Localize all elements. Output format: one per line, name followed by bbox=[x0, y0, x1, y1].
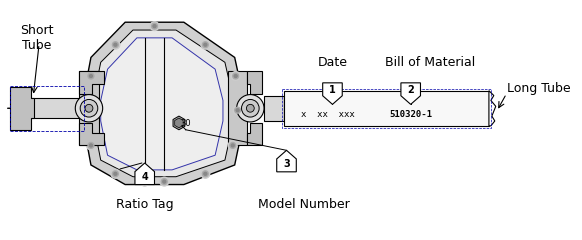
Polygon shape bbox=[247, 123, 262, 145]
Polygon shape bbox=[175, 118, 183, 128]
Circle shape bbox=[90, 75, 93, 78]
Circle shape bbox=[235, 107, 240, 113]
Bar bbox=[282, 89, 491, 128]
Circle shape bbox=[237, 95, 264, 122]
Polygon shape bbox=[79, 71, 99, 145]
Circle shape bbox=[236, 109, 239, 112]
Polygon shape bbox=[79, 71, 104, 94]
Circle shape bbox=[233, 73, 239, 79]
Circle shape bbox=[246, 104, 254, 112]
Circle shape bbox=[85, 107, 91, 113]
Text: Model Number: Model Number bbox=[258, 198, 350, 211]
Circle shape bbox=[111, 40, 120, 49]
Circle shape bbox=[231, 144, 234, 147]
Circle shape bbox=[143, 180, 146, 183]
Text: Long Tube: Long Tube bbox=[506, 82, 570, 95]
Polygon shape bbox=[10, 87, 34, 130]
Circle shape bbox=[112, 171, 118, 177]
Polygon shape bbox=[135, 163, 154, 185]
Circle shape bbox=[201, 40, 210, 49]
Polygon shape bbox=[228, 71, 247, 145]
Text: Ratio Tag: Ratio Tag bbox=[116, 198, 173, 211]
Text: Short
Tube: Short Tube bbox=[20, 24, 54, 52]
Circle shape bbox=[87, 72, 95, 80]
Text: x  xx  xxx: x xx xxx bbox=[301, 110, 354, 119]
Circle shape bbox=[203, 42, 208, 48]
Circle shape bbox=[75, 95, 102, 122]
Text: 2: 2 bbox=[407, 85, 414, 95]
Polygon shape bbox=[489, 91, 496, 126]
Circle shape bbox=[84, 106, 93, 115]
Circle shape bbox=[140, 177, 149, 186]
Circle shape bbox=[151, 23, 158, 29]
Circle shape bbox=[153, 25, 156, 28]
Circle shape bbox=[150, 22, 159, 30]
Circle shape bbox=[163, 180, 166, 183]
Circle shape bbox=[203, 171, 208, 177]
Circle shape bbox=[161, 179, 167, 185]
Circle shape bbox=[242, 99, 259, 117]
Text: 1: 1 bbox=[329, 85, 336, 95]
Bar bbox=[264, 96, 283, 121]
Bar bbox=[29, 98, 79, 118]
Polygon shape bbox=[101, 38, 223, 170]
Circle shape bbox=[160, 177, 169, 186]
Text: 3: 3 bbox=[283, 159, 290, 169]
Circle shape bbox=[233, 106, 242, 115]
Circle shape bbox=[142, 179, 148, 185]
Circle shape bbox=[114, 43, 117, 46]
Circle shape bbox=[204, 172, 207, 175]
Circle shape bbox=[112, 42, 118, 48]
Bar bbox=[283, 91, 489, 126]
Circle shape bbox=[204, 43, 207, 46]
Circle shape bbox=[88, 143, 94, 148]
Polygon shape bbox=[84, 22, 243, 185]
Circle shape bbox=[80, 99, 98, 117]
Polygon shape bbox=[276, 150, 296, 172]
Circle shape bbox=[234, 75, 237, 78]
Polygon shape bbox=[401, 83, 420, 104]
Circle shape bbox=[87, 109, 90, 112]
Polygon shape bbox=[94, 30, 233, 177]
Circle shape bbox=[111, 169, 120, 178]
Circle shape bbox=[201, 169, 210, 178]
Circle shape bbox=[230, 143, 236, 148]
Circle shape bbox=[88, 73, 94, 79]
Circle shape bbox=[228, 141, 237, 150]
Polygon shape bbox=[247, 71, 262, 94]
Circle shape bbox=[87, 141, 95, 150]
Text: Bill of Material: Bill of Material bbox=[385, 56, 475, 69]
Bar bbox=[10, 86, 84, 131]
Circle shape bbox=[114, 172, 117, 175]
Text: 510320-1: 510320-1 bbox=[389, 110, 432, 119]
Text: Date: Date bbox=[317, 56, 347, 69]
Text: 30: 30 bbox=[180, 120, 191, 128]
Polygon shape bbox=[173, 116, 185, 130]
Text: 4: 4 bbox=[141, 172, 148, 182]
Circle shape bbox=[85, 104, 93, 112]
Polygon shape bbox=[322, 83, 342, 104]
Circle shape bbox=[231, 72, 240, 80]
Polygon shape bbox=[79, 123, 104, 145]
Circle shape bbox=[90, 144, 93, 147]
